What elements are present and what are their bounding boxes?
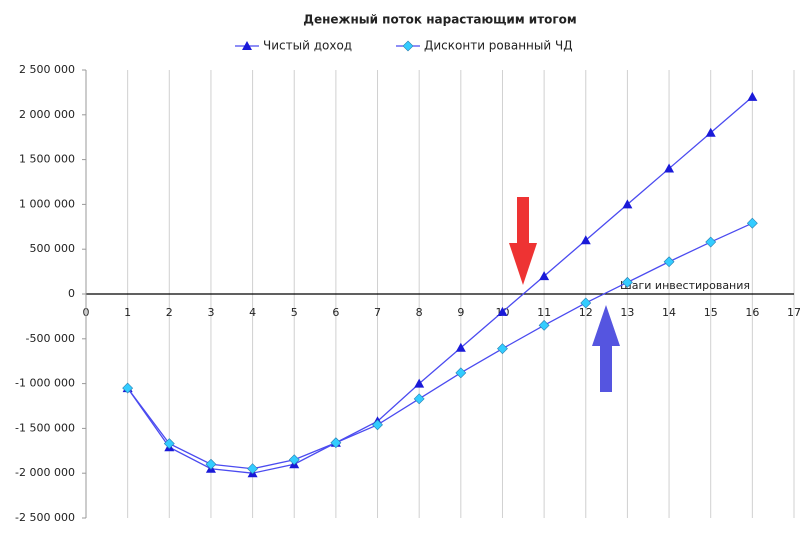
- y-tick-label: 1 000 000: [19, 197, 75, 210]
- marker: [330, 437, 342, 449]
- series-line: [127, 96, 753, 474]
- plot: 01234567891011121314151617-2 500 000-2 0…: [15, 39, 800, 525]
- marker: [539, 271, 550, 281]
- x-tick-label: 17: [787, 306, 800, 319]
- marker: [455, 367, 467, 379]
- marker: [205, 458, 217, 470]
- x-tick-label: 2: [166, 306, 173, 319]
- marker: [372, 419, 383, 431]
- legend-marker: [402, 40, 414, 52]
- x-tick-label: 8: [416, 306, 423, 319]
- marker: [664, 163, 675, 173]
- marker: [746, 217, 758, 229]
- marker: [705, 127, 716, 137]
- marker: [413, 393, 425, 405]
- x-tick-label: 12: [579, 306, 593, 319]
- y-tick-label: -500 000: [26, 332, 75, 345]
- y-tick-label: 0: [68, 287, 75, 300]
- marker: [663, 256, 675, 268]
- marker: [247, 463, 259, 475]
- x-tick-label: 4: [249, 306, 256, 319]
- marker: [705, 236, 717, 248]
- x-tick-label: 15: [704, 306, 718, 319]
- x-tick-label: 14: [662, 306, 676, 319]
- x-tick-label: 16: [745, 306, 759, 319]
- marker: [497, 343, 508, 355]
- marker: [497, 306, 508, 316]
- x-tick-label: 13: [620, 306, 634, 319]
- chart-title: Денежный поток нарастающим итогом: [303, 13, 576, 27]
- marker: [622, 199, 633, 209]
- x-tick-label: 9: [457, 306, 464, 319]
- x-tick-label: 5: [291, 306, 298, 319]
- arrow-red: [509, 197, 537, 285]
- marker: [288, 454, 300, 466]
- y-tick-label: -1 000 000: [15, 377, 75, 390]
- x-axis-label: Шаги инвестирования: [620, 279, 750, 292]
- y-tick-label: 500 000: [30, 242, 76, 255]
- y-tick-label: 2 500 000: [19, 63, 75, 76]
- x-tick-label: 6: [332, 306, 339, 319]
- legend-label: Чистый доход: [263, 39, 352, 53]
- legend-label: Дисконти рованный ЧД: [424, 39, 573, 53]
- y-tick-label: -2 000 000: [15, 466, 75, 479]
- marker: [580, 297, 592, 309]
- x-tick-label: 1: [124, 306, 131, 319]
- marker: [621, 276, 633, 288]
- y-tick-label: 2 000 000: [19, 108, 75, 121]
- x-tick-label: 7: [374, 306, 381, 319]
- marker: [455, 342, 466, 352]
- series-line: [127, 222, 753, 470]
- x-tick-label: 3: [207, 306, 214, 319]
- arrow-blue: [592, 305, 620, 392]
- marker: [580, 235, 591, 245]
- x-tick-label: 11: [537, 306, 551, 319]
- marker: [414, 378, 425, 388]
- legend-marker: [242, 41, 252, 50]
- y-tick-label: 1 500 000: [19, 153, 75, 166]
- marker: [538, 319, 550, 331]
- marker: [122, 382, 134, 394]
- marker: [747, 91, 758, 101]
- marker: [163, 438, 175, 450]
- y-tick-label: -1 500 000: [15, 421, 75, 434]
- y-tick-label: -2 500 000: [15, 511, 75, 524]
